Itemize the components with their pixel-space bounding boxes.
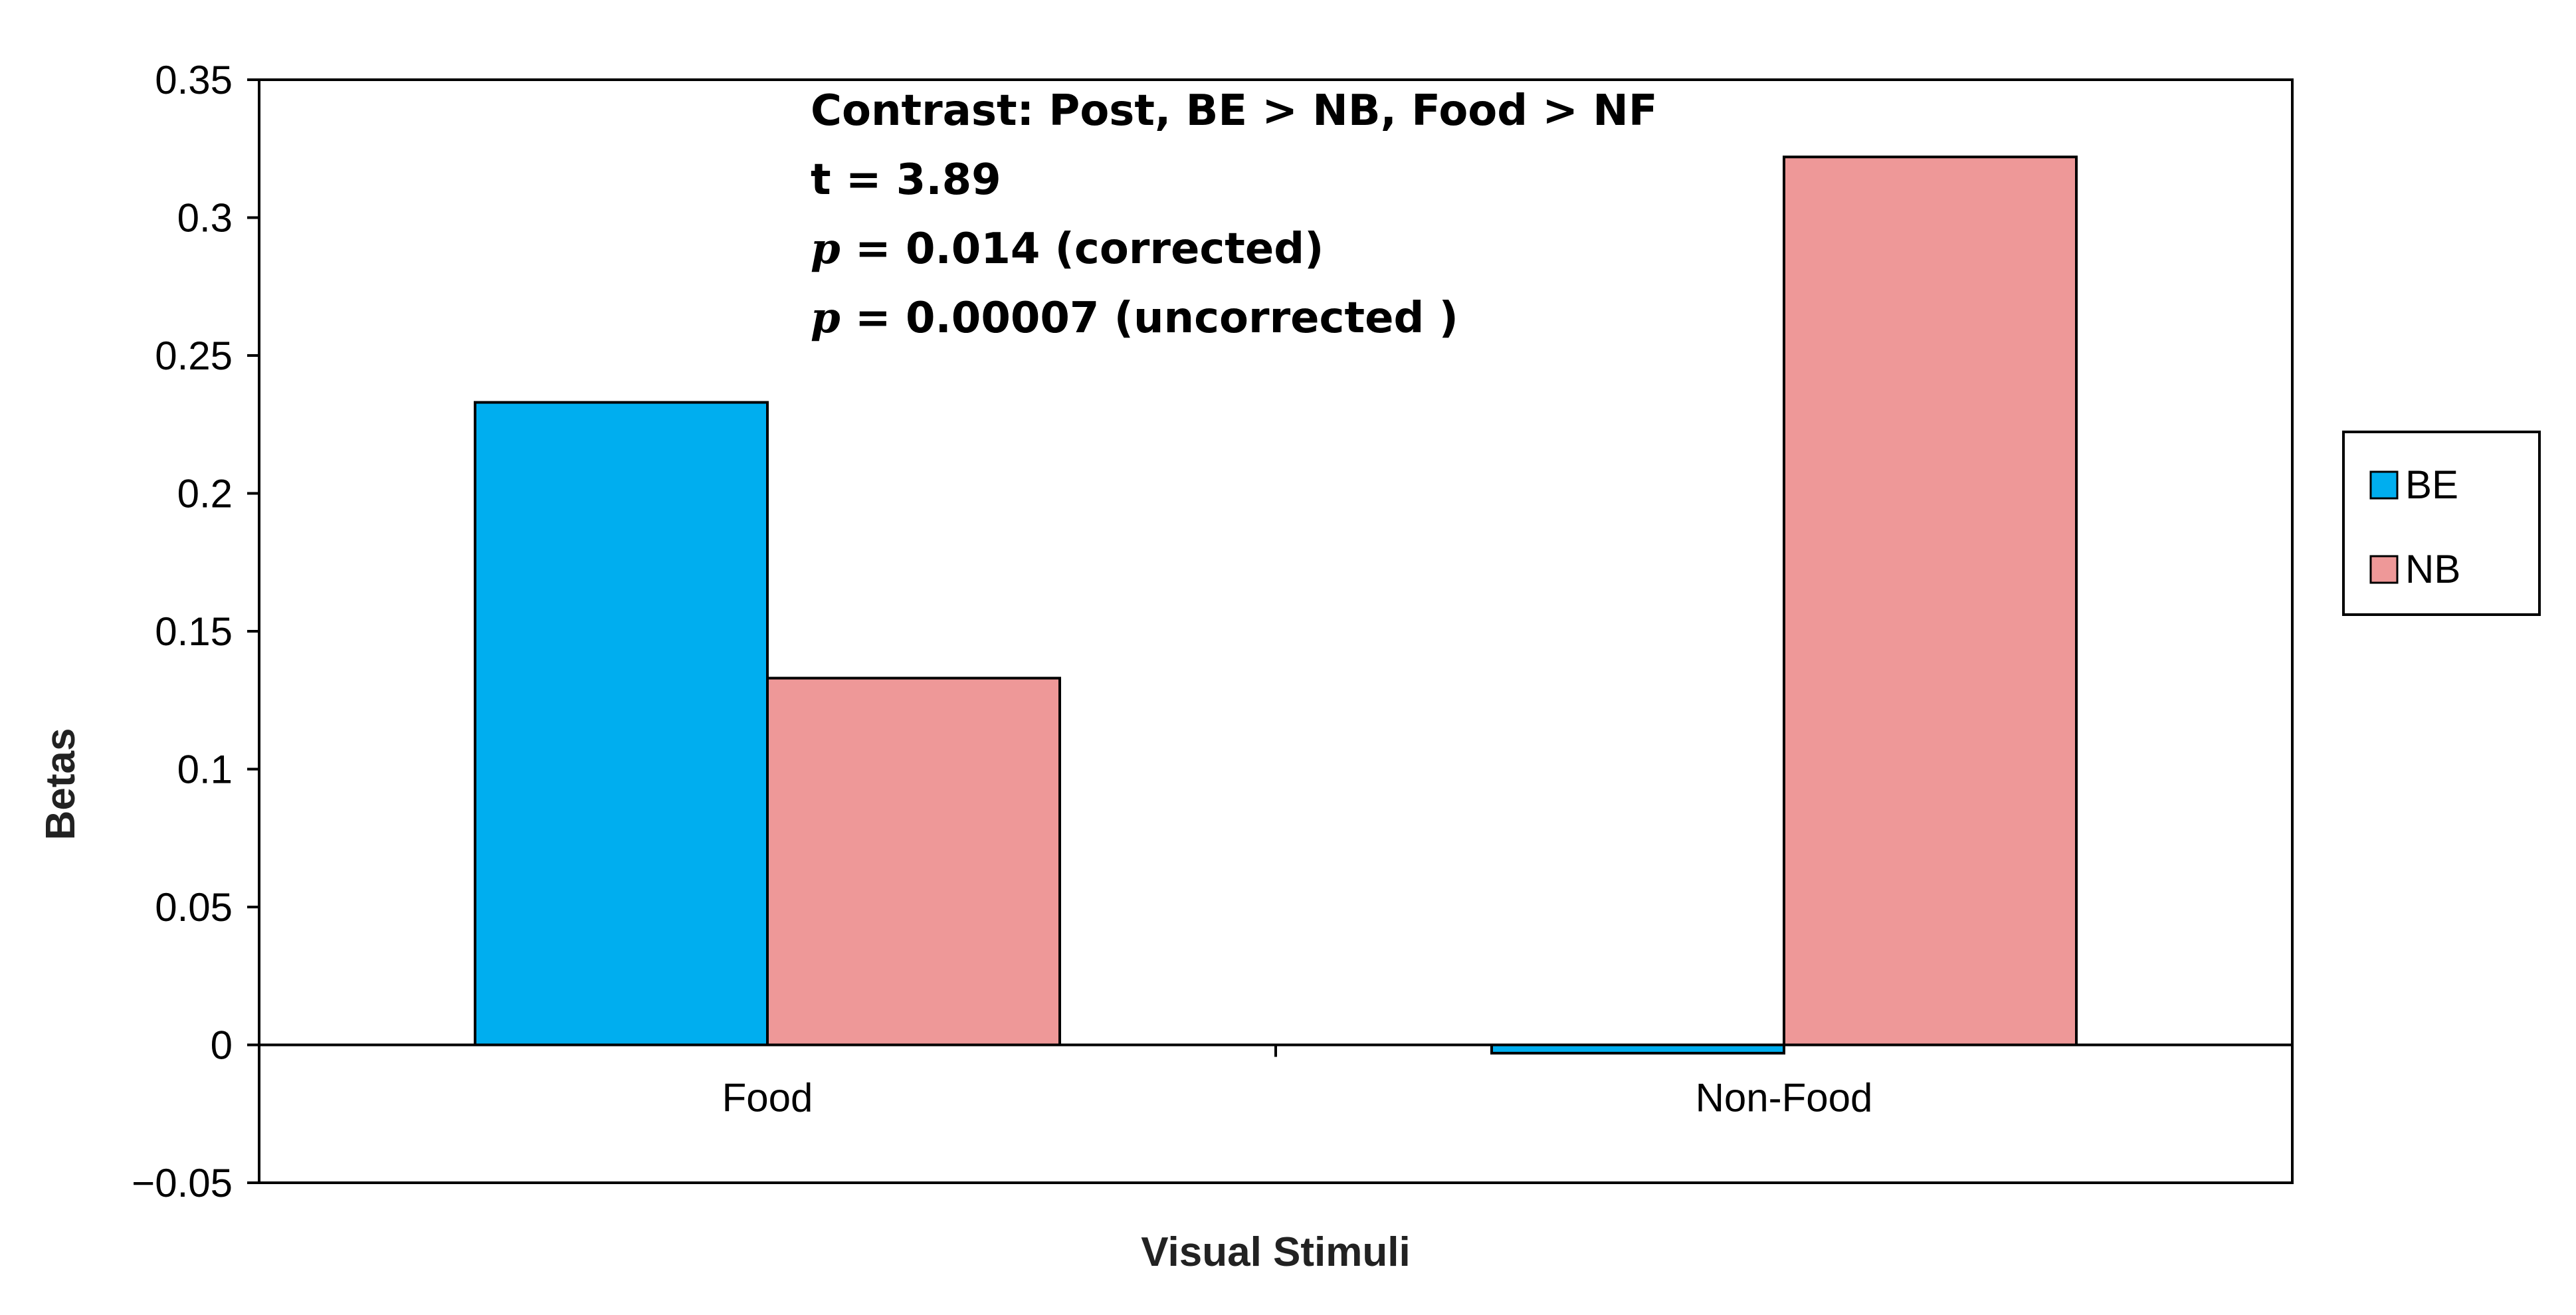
y-tick-label: −0.05 (132, 1161, 233, 1205)
bar-nb-food (766, 676, 1061, 1047)
y-axis-title: Betas (38, 728, 84, 841)
legend-swatch-nb (2369, 555, 2399, 584)
x-tick-label: Food (722, 1076, 813, 1120)
p-corrected-value: = 0.014 (corrected) (841, 225, 1324, 274)
y-tick-label: 0.05 (155, 885, 233, 930)
contrast-annotation: Contrast: Post, BE > NB, Food > NF t = 3… (811, 86, 1658, 343)
bars (474, 155, 2078, 1055)
annotation-p-corrected: p = 0.014 (corrected) (811, 224, 1324, 274)
x-axis-title: Visual Stimuli (1141, 1229, 1410, 1275)
legend-box (2342, 431, 2541, 616)
y-tick-label: 0.25 (155, 334, 233, 378)
y-tick-label: 0.35 (155, 58, 233, 102)
y-tick-label: 0 (211, 1023, 233, 1068)
annotation-p-uncorrected: p = 0.00007 (uncorrected ) (811, 293, 1458, 343)
y-tick-label: 0.1 (177, 748, 233, 792)
bar-be-food (474, 401, 769, 1047)
y-tick-label: 0.3 (177, 196, 233, 241)
p-uncorrected-value: = 0.00007 (uncorrected ) (841, 294, 1458, 343)
annotation-contrast: Contrast: Post, BE > NB, Food > NF (811, 86, 1658, 136)
y-tick-label: 0.15 (155, 609, 233, 654)
y-tick-label: 0.2 (177, 472, 233, 516)
legend-label-be: BE (2405, 462, 2458, 507)
annotation-t-value: t = 3.89 (811, 155, 1001, 205)
x-tick-label: Non-Food (1696, 1076, 1873, 1120)
x-axis: Food Non-Food (722, 1076, 1873, 1120)
p-symbol: p (811, 293, 841, 343)
legend: BE NB (2342, 431, 2541, 616)
y-axis: 0.35 0.3 0.25 0.2 0.15 0.1 0.05 0 −0.05 (132, 58, 259, 1205)
p-symbol: p (811, 224, 841, 274)
bar-nb-non-food (1783, 155, 2078, 1047)
legend-label-nb: NB (2405, 547, 2460, 591)
legend-swatch-be (2369, 470, 2399, 500)
